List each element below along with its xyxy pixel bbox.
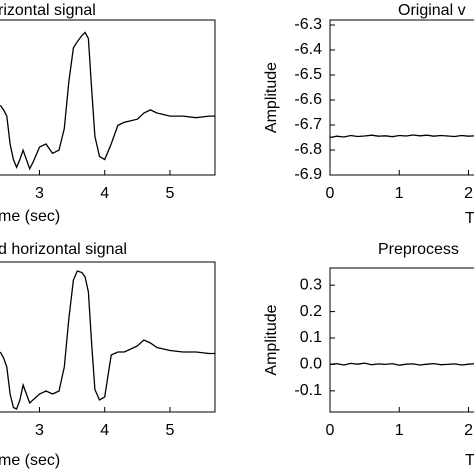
- y-tick-label: -6.4: [294, 41, 322, 58]
- y-axis-label: Amplitude: [263, 62, 280, 133]
- x-tick-label: 3: [35, 422, 44, 439]
- x-tick-label: 4: [100, 185, 109, 202]
- axes-frame: [329, 19, 474, 176]
- panel-title: rizontal signal: [0, 2, 96, 19]
- y-tick-label: -6.6: [294, 91, 322, 108]
- y-tick-label: 0.3: [300, 276, 322, 293]
- x-axis-label: T: [465, 210, 474, 227]
- x-tick-label: 2: [464, 185, 473, 202]
- signal-line: [0, 31, 215, 171]
- y-tick-label: 0.1: [300, 329, 322, 346]
- y-tick-label: -6.5: [294, 66, 322, 83]
- x-tick-label: 0: [326, 422, 335, 439]
- panel-title: Original v: [398, 2, 466, 19]
- x-axis-label: T: [465, 452, 474, 469]
- axes-frame: [0, 261, 216, 413]
- y-tick-label: 0.0: [300, 356, 322, 373]
- x-tick-label: 1: [395, 185, 404, 202]
- y-tick-label: -0.1: [294, 382, 322, 399]
- signal-line: [329, 362, 474, 366]
- signal-line: [0, 270, 215, 410]
- signal-line: [329, 134, 474, 139]
- x-tick-label: 1: [395, 422, 404, 439]
- y-tick-label: 0.2: [300, 303, 322, 320]
- x-tick-label: 3: [35, 185, 44, 202]
- panel-title: d horizontal signal: [0, 241, 127, 258]
- x-tick-label: 4: [100, 422, 109, 439]
- x-tick-label: 5: [166, 422, 175, 439]
- x-tick-label: 0: [326, 185, 335, 202]
- axes-frame: [329, 267, 474, 413]
- x-axis-label: me (sec): [0, 452, 60, 469]
- x-tick-label: 2: [464, 422, 473, 439]
- panel-title: Preprocess: [378, 241, 459, 258]
- y-axis-label: Amplitude: [263, 304, 280, 375]
- x-axis-label: me (sec): [0, 208, 60, 225]
- axes-frame: [0, 19, 216, 176]
- y-tick-label: -6.8: [294, 141, 322, 158]
- y-tick-label: -6.9: [294, 166, 322, 183]
- y-tick-label: -6.7: [294, 116, 322, 133]
- y-tick-label: -6.3: [294, 16, 322, 33]
- x-tick-label: 5: [166, 185, 175, 202]
